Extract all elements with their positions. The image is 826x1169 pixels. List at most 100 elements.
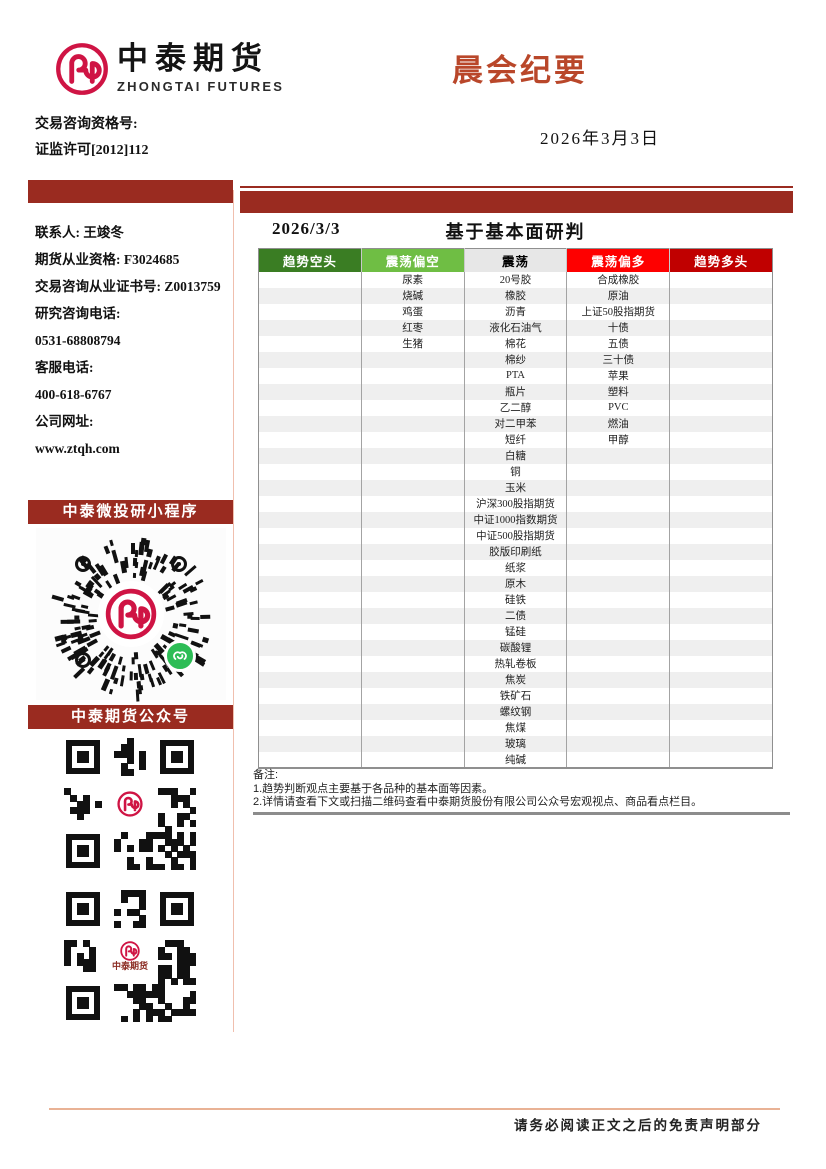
qr-finder-icon (160, 892, 194, 926)
table-row: 硅铁 (259, 591, 773, 608)
table-row: 胶版印刷纸 (258, 543, 773, 560)
table-cell (360, 751, 465, 768)
table-row: 沪深300股指期货 (259, 495, 773, 512)
table-cell (669, 671, 773, 688)
table-cell: 白糖 (463, 447, 567, 464)
table-row: 锰硅 (259, 623, 773, 640)
table-cell (259, 368, 362, 384)
table-cell (360, 575, 465, 592)
note-line: 备注: (253, 769, 279, 781)
table-row: 焦炭 (258, 671, 773, 688)
qr-pattern (64, 738, 196, 870)
table-cell: 纸浆 (463, 559, 567, 576)
table-cell: 甲醇 (566, 431, 670, 448)
table-cell (360, 399, 465, 416)
table-cell (259, 496, 362, 512)
table-cell (669, 575, 773, 592)
table-row: PTA 苹果 (259, 367, 773, 384)
table-cell (259, 416, 362, 432)
table-cell: 焦煤 (463, 719, 567, 736)
table-row: 烧碱 橡胶 原油 (258, 287, 773, 304)
miniprogram-qr-box (36, 528, 226, 702)
table-cell (566, 447, 670, 464)
table-cell: 塑料 (566, 383, 670, 400)
table-cell: 沥青 (463, 303, 567, 320)
table-notes: 备注: 1.趋势判断观点主要基于各品种的基本面等因素。 2.详情请查看下文或扫描… (253, 769, 793, 810)
table-cell (669, 495, 773, 512)
table-cell (669, 607, 773, 624)
qualification-block: 交易咨询资格号: 证监许可[2012]112 (35, 112, 149, 164)
table-cell: 橡胶 (463, 287, 567, 304)
table-cell (259, 336, 362, 352)
note-line: 2.详情请查看下文或扫描二维码查看中泰期货股份有限公司公众号宏观视点、商品看点栏… (253, 796, 703, 808)
table-cell (669, 399, 773, 416)
table-cell (669, 431, 773, 448)
table-cell (669, 719, 773, 736)
table-cell (259, 512, 362, 528)
table-cell: 燃油 (566, 415, 670, 432)
table-cell (566, 607, 670, 624)
table-cell (360, 607, 465, 624)
table-cell (669, 591, 773, 608)
qr-finder-icon (66, 740, 100, 774)
table-cell (259, 672, 362, 688)
table-cell (669, 271, 773, 288)
table-cell: 锰硅 (463, 623, 567, 640)
table-cell (360, 623, 465, 640)
table-cell (259, 320, 362, 336)
qr-finder-icon (66, 986, 100, 1020)
table-cell (360, 415, 465, 432)
table-cell: 三十债 (566, 351, 670, 368)
table-row: 纯碱 (259, 751, 773, 768)
table-cell: 硅铁 (463, 591, 567, 608)
table-cell (566, 655, 670, 672)
qr-finder-icon (66, 834, 100, 868)
table-cell (566, 543, 670, 560)
table-date: 2026/3/3 (272, 219, 341, 238)
table-cell (566, 495, 670, 512)
table-title: 基于基本面研判 (445, 222, 586, 242)
sidebar-divider (233, 190, 234, 1032)
table-cell (669, 655, 773, 672)
miniprogram-qr-code (51, 534, 211, 702)
qr-ring-target (75, 652, 91, 668)
table-cell (566, 735, 670, 752)
zhongtai-logo-icon (117, 791, 143, 817)
table-row: 原木 (258, 575, 773, 592)
qr-center-logo (111, 785, 149, 823)
table-cell (566, 671, 670, 688)
table-cell: 尿素 (360, 271, 465, 288)
qr-pattern (64, 890, 196, 1022)
table-row: 玉米 (258, 479, 773, 496)
table-cell (566, 623, 670, 640)
table-cell: 纯碱 (463, 751, 567, 768)
website-link[interactable]: www.ztqh.com (35, 441, 120, 456)
table-cell (669, 559, 773, 576)
table-cell: 原油 (566, 287, 670, 304)
note-line: 1.趋势判断观点主要基于各品种的基本面等因素。 (253, 782, 494, 795)
table-cell (566, 719, 670, 736)
table-cell (259, 688, 362, 704)
table-cell: 二债 (463, 607, 567, 624)
table-cell (669, 703, 773, 720)
table-cell (259, 528, 362, 544)
table-cell: 20号胶 (463, 271, 567, 288)
table-cell (360, 703, 465, 720)
table-cell (259, 656, 362, 672)
table-cell (259, 624, 362, 640)
table-cell (360, 511, 465, 528)
table-row: 尿素 20号胶 合成橡胶 (259, 271, 773, 288)
table-row: 焦煤 (259, 719, 773, 736)
table-cell (566, 527, 670, 544)
table-cell (669, 367, 773, 384)
judgment-table: 趋势空头 震荡偏空 震荡 震荡偏多 趋势多头 尿素 20号胶 合成橡胶 烧碱 橡胶 原油 鸡蛋 沥青上… (258, 248, 773, 769)
qr-finder-icon (160, 740, 194, 774)
table-cell (566, 559, 670, 576)
table-cell: 中证500股指期货 (463, 527, 567, 544)
table-row: 瓶片 塑料 (258, 383, 773, 400)
report-date: 2026年3月3日 (540, 129, 660, 148)
qr-ring-target (171, 556, 187, 572)
table-cell (669, 687, 773, 704)
table-cell (360, 543, 465, 560)
